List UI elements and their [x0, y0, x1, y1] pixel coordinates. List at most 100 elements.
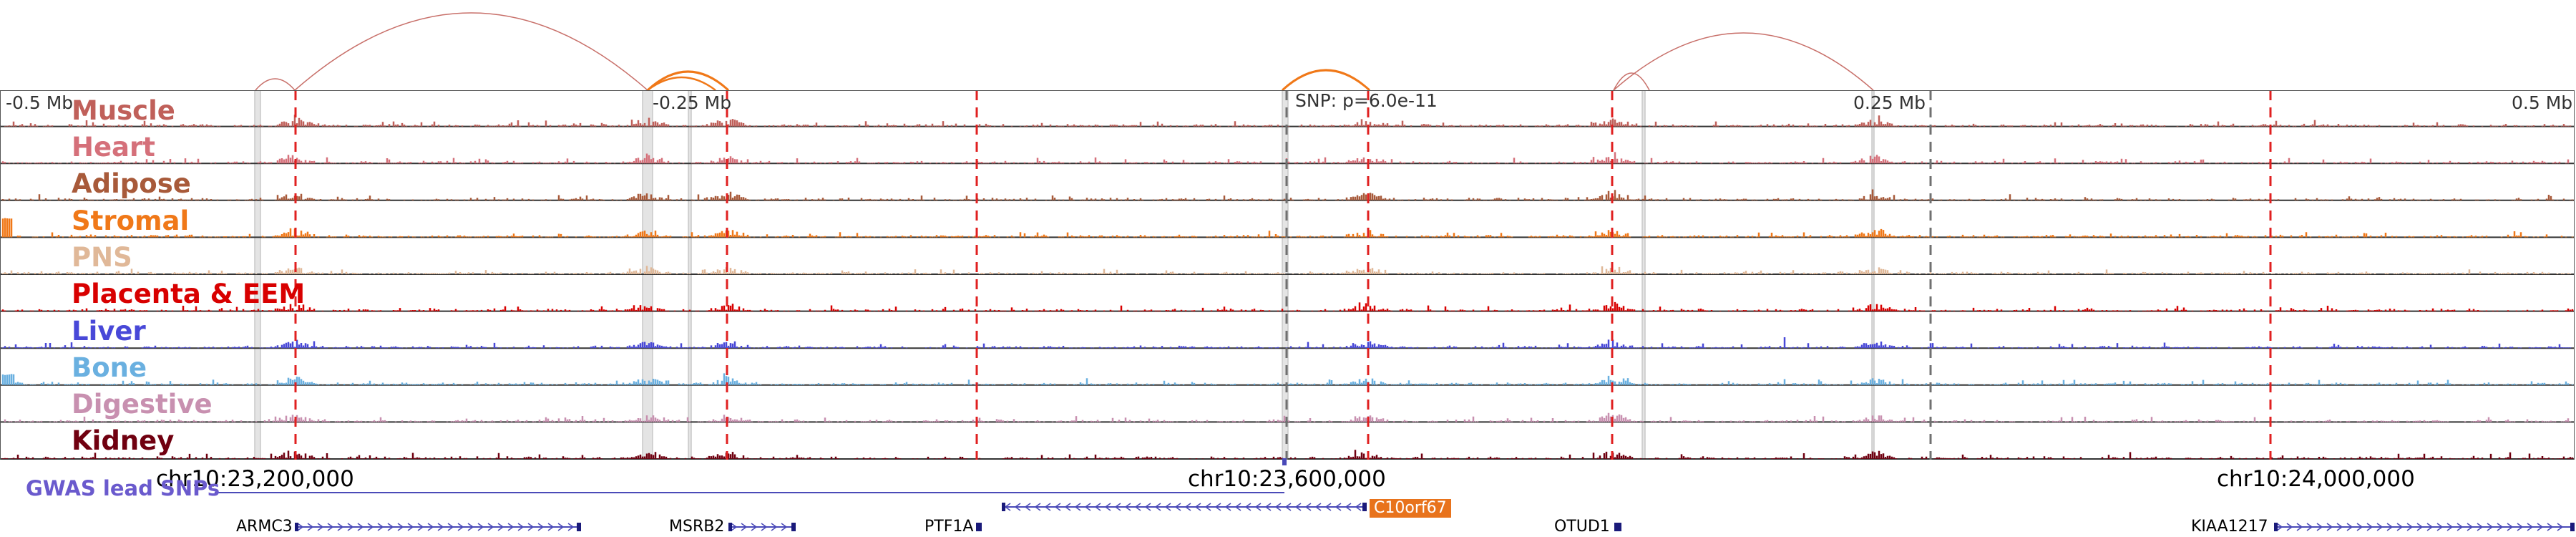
gene-strand-arrow — [751, 523, 758, 531]
gene-strand-arrow — [2436, 523, 2444, 531]
gene-exon — [791, 523, 796, 531]
signal-bars — [1, 337, 2572, 349]
gene-strand-arrow — [487, 523, 494, 531]
gene-strand-arrow — [507, 523, 514, 531]
gene-label-otud1[interactable]: OTUD1 — [1554, 518, 1610, 536]
gene-strand-arrow — [1254, 503, 1262, 511]
gene-strand-arrow — [2366, 523, 2373, 531]
coordinate-label-2: chr10:23,600,000 — [1188, 466, 1386, 492]
gene-strand-arrow — [497, 523, 504, 531]
gene-strand-arrow — [1224, 503, 1231, 511]
gene-strand-arrow — [1154, 503, 1161, 511]
chromatin-loop-arc — [255, 78, 296, 91]
track-label-liver[interactable]: Liver — [72, 316, 146, 347]
gene-strand-arrow — [2356, 523, 2363, 531]
track-label-kidney[interactable]: Kidney — [72, 425, 175, 456]
signal-bars — [1, 301, 2574, 311]
gene-strand-arrow — [2296, 523, 2303, 531]
gene-strand-arrow — [1304, 503, 1312, 511]
gene-strand-arrow — [557, 523, 565, 531]
signal-track-placenta-eem — [0, 301, 2575, 312]
track-label-bone[interactable]: Bone — [72, 352, 147, 383]
gene-otud1-exon — [1614, 523, 1621, 531]
gene-strand-arrow — [337, 523, 344, 531]
gene-strand-arrow — [2426, 523, 2434, 531]
gene-strand-arrow — [2316, 523, 2323, 531]
gene-strand-arrow — [527, 523, 535, 531]
gene-label-kiaa1217[interactable]: KIAA1217 — [2191, 518, 2268, 536]
tracks-frame — [0, 90, 2575, 460]
gene-strand-arrow — [2547, 523, 2554, 531]
scale-label-right: 0.5 Mb — [2512, 92, 2573, 113]
gene-strand-arrow — [397, 523, 404, 531]
gene-label-c10orf67[interactable]: C10orf67 — [1370, 499, 1451, 518]
gene-strand-arrow — [1174, 503, 1181, 511]
track-label-digestive[interactable]: Digestive — [72, 389, 213, 420]
scale-label-left: -0.5 Mb — [6, 92, 74, 113]
chromatin-loop-arc — [647, 76, 716, 91]
gene-ptf1a — [976, 523, 982, 531]
gene-strand-arrow — [1324, 503, 1332, 511]
gene-strand-arrow — [771, 523, 778, 531]
gene-strand-arrow — [2376, 523, 2384, 531]
gene-strand-arrow — [1234, 503, 1241, 511]
gene-exon — [976, 523, 980, 531]
gene-strand-arrow — [2396, 523, 2404, 531]
gene-strand-arrow — [1044, 503, 1051, 511]
chromatin-loop-arc — [294, 12, 648, 91]
gene-strand-arrow — [427, 523, 434, 531]
gene-strand-arrow — [537, 523, 545, 531]
gene-strand-arrow — [2416, 523, 2424, 531]
gene-strand-arrow — [307, 523, 314, 531]
chromatin-loop-arc — [1281, 69, 1371, 92]
gene-strand-arrow — [1314, 503, 1322, 511]
gene-strand-arrow — [1094, 503, 1101, 511]
track-label-muscle[interactable]: Muscle — [72, 95, 175, 126]
gene-strand-arrow — [517, 523, 525, 531]
track-label-adipose[interactable]: Adipose — [72, 168, 191, 199]
gene-strand-arrow — [357, 523, 364, 531]
gene-strand-arrow — [567, 523, 575, 531]
gwas-track-label[interactable]: GWAS lead SNPs — [26, 476, 220, 500]
gene-strand-arrow — [387, 523, 394, 531]
scale-label-center-left: -0.25 Mb — [653, 92, 732, 113]
gene-label-msrb2[interactable]: MSRB2 — [669, 518, 725, 536]
snp-pvalue-label: SNP: p=6.0e-11 — [1295, 90, 1438, 111]
gene-strand-arrow — [2346, 523, 2353, 531]
gene-msrb2 — [728, 523, 796, 531]
gene-strand-arrow — [467, 523, 474, 531]
gene-strand-arrow — [2286, 523, 2293, 531]
gene-exon — [2570, 523, 2575, 531]
signal-track-pns — [0, 266, 2575, 275]
track-label-placenta[interactable]: Placenta & EEM — [72, 279, 306, 309]
gene-exon — [2274, 523, 2278, 531]
gene-exon — [577, 523, 581, 531]
gene-strand-arrow — [1064, 503, 1071, 511]
snp-markers — [294, 90, 2272, 460]
gene-strand-arrow — [1264, 503, 1272, 511]
gene-strand-arrow — [2517, 523, 2524, 531]
gene-armc3 — [295, 523, 581, 531]
track-label-heart[interactable]: Heart — [72, 132, 155, 163]
signal-bars — [1, 450, 2574, 459]
gene-label-ptf1a[interactable]: PTF1A — [924, 518, 974, 536]
gene-strand-arrow — [1054, 503, 1061, 511]
gene-strand-arrow — [2527, 523, 2534, 531]
gene-strand-arrow — [1284, 503, 1292, 511]
gene-strand-arrow — [1194, 503, 1201, 511]
gene-strand-arrow — [2406, 523, 2414, 531]
gene-strand-arrow — [1114, 503, 1121, 511]
gene-strand-arrow — [2276, 523, 2283, 531]
gene-strand-arrow — [1164, 503, 1171, 511]
gene-label-armc3[interactable]: ARMC3 — [236, 518, 293, 536]
gene-strand-arrow — [2386, 523, 2394, 531]
gene-strand-arrow — [2467, 523, 2474, 531]
track-label-pns[interactable]: PNS — [72, 242, 132, 273]
track-label-stromal[interactable]: Stromal — [72, 205, 190, 236]
gene-strand-arrow — [1024, 503, 1031, 511]
gene-strand-arrow — [2557, 523, 2564, 531]
gene-strand-arrow — [2487, 523, 2494, 531]
gene-exon — [728, 523, 732, 531]
signal-bars — [1, 218, 2574, 238]
gene-strand-arrow — [477, 523, 484, 531]
